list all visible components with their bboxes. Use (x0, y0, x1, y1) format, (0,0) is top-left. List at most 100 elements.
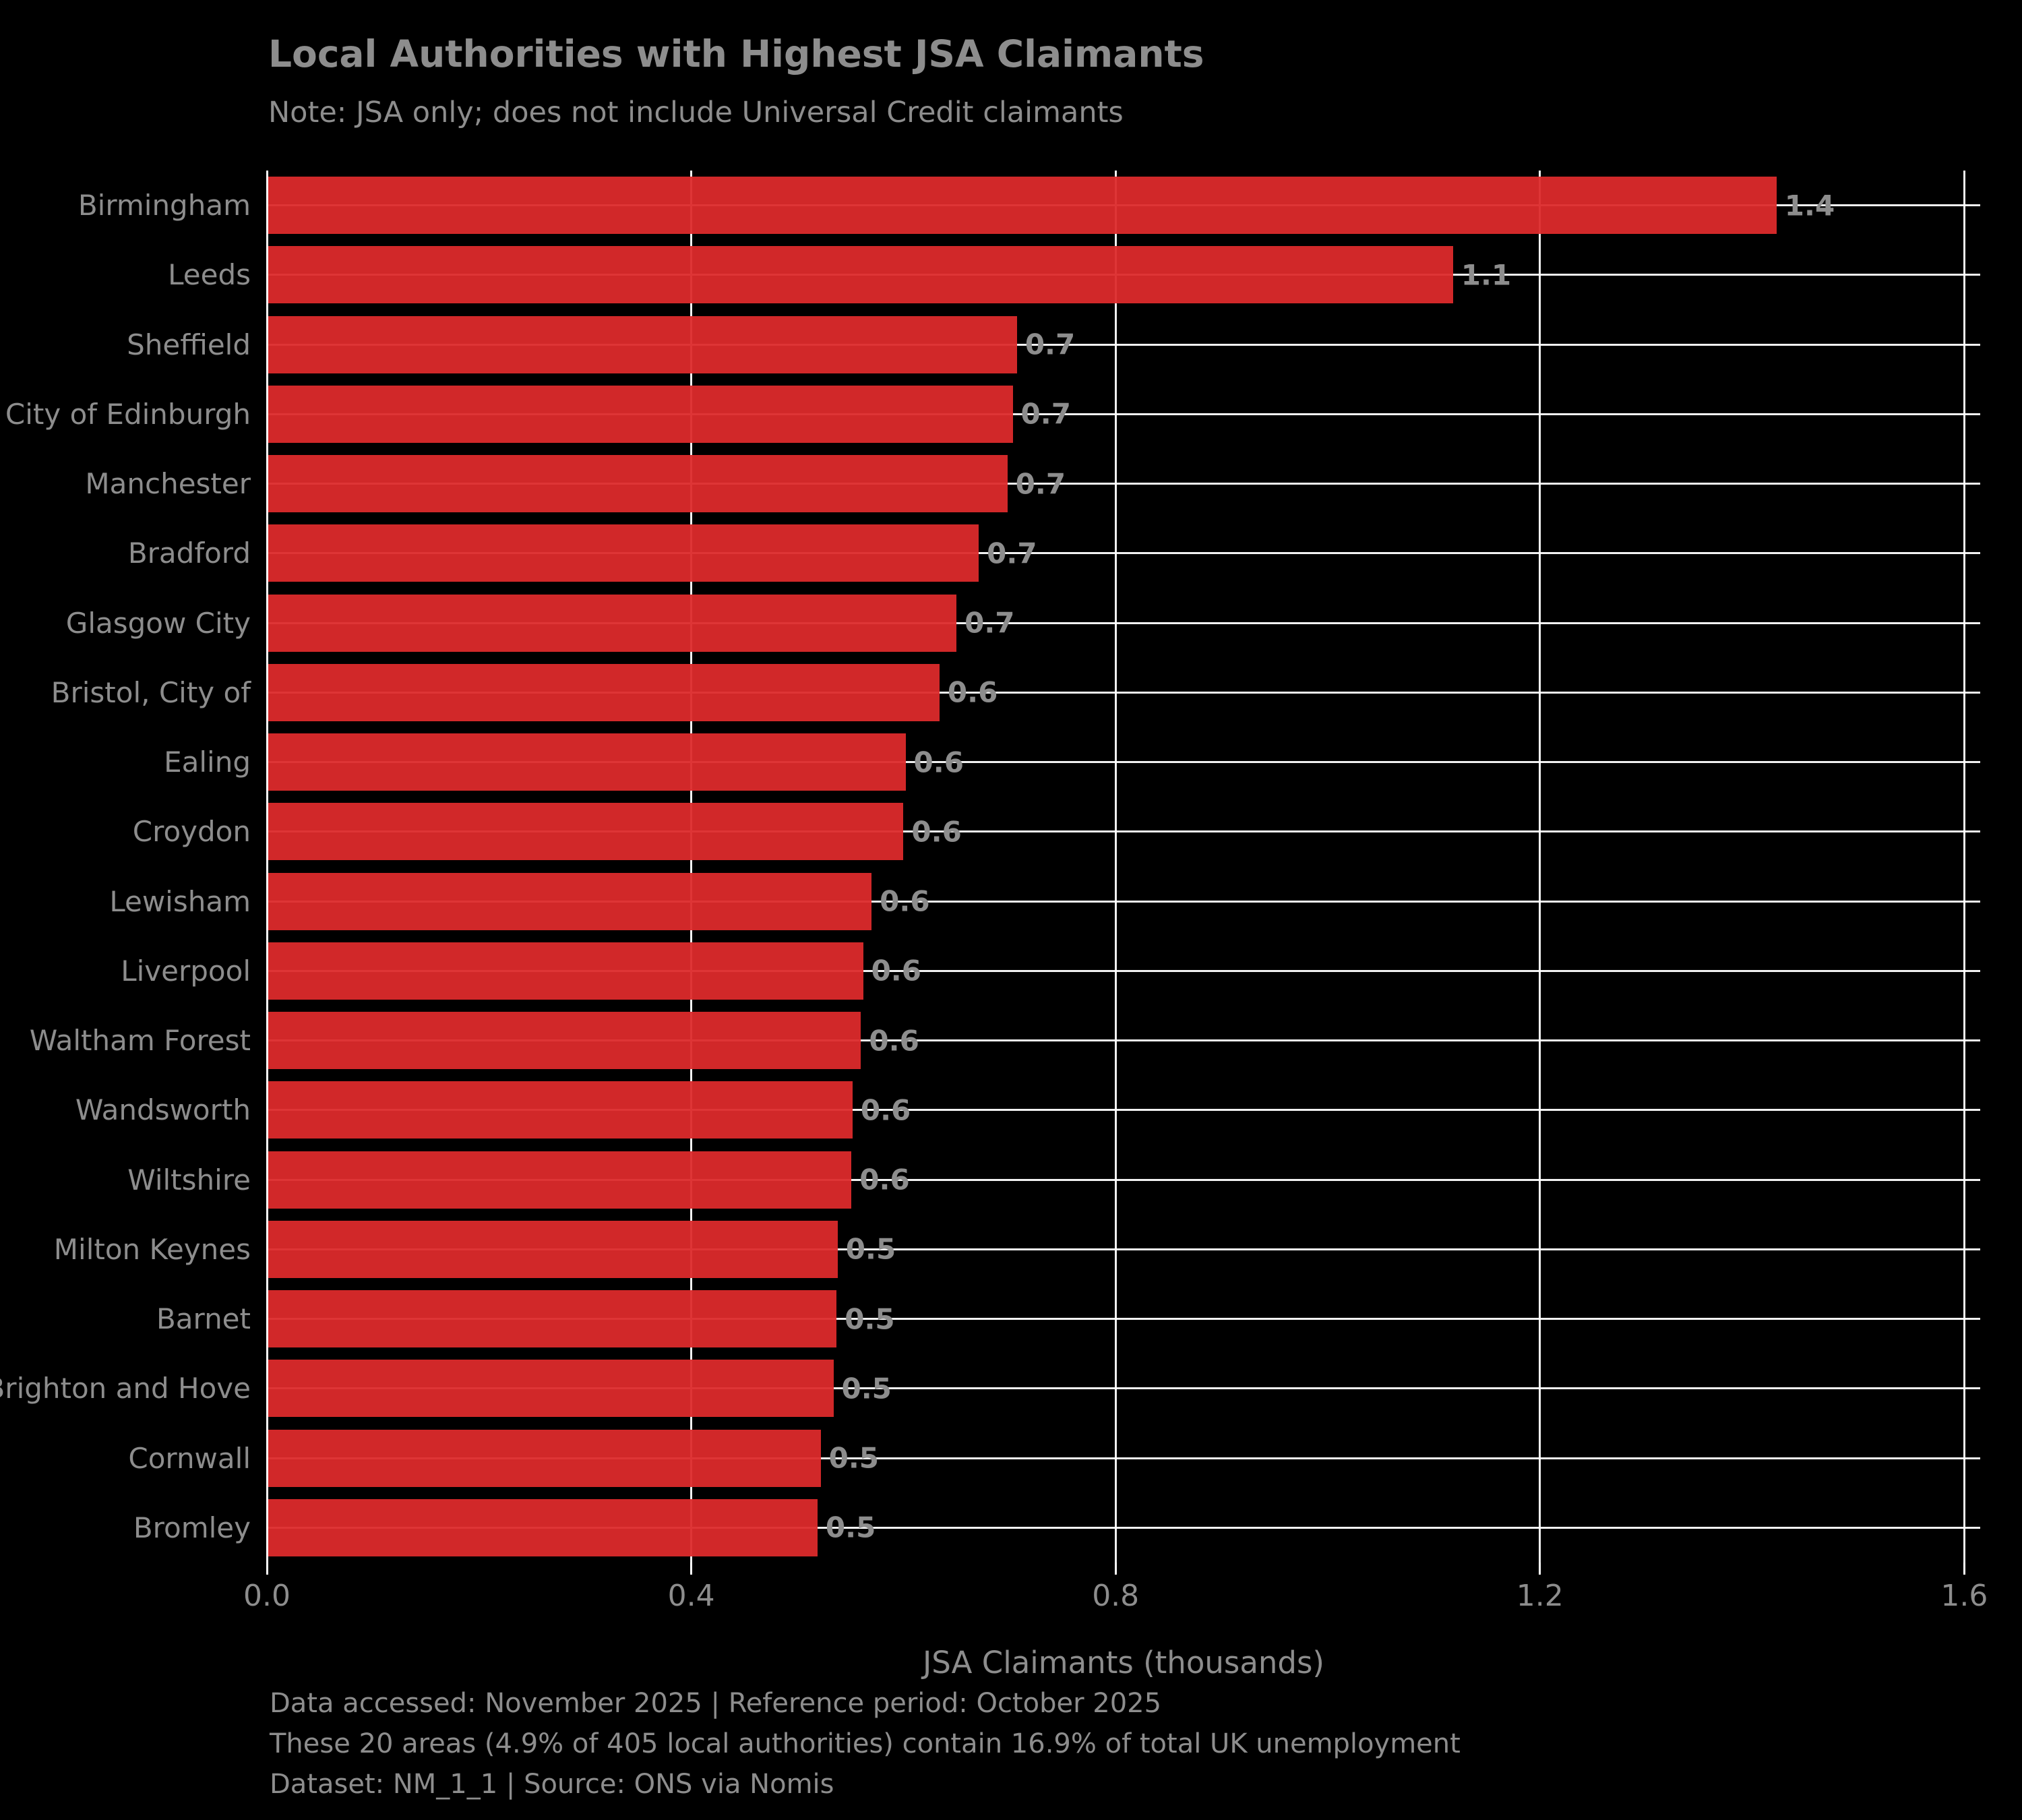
bar-row: 0.5 (267, 1493, 1980, 1563)
gridline-horizontal (267, 343, 1980, 346)
bar-row: 0.6 (267, 936, 1980, 1006)
gridline-horizontal (267, 621, 1980, 624)
y-axis-label: Cornwall (128, 1441, 251, 1475)
bar (267, 1012, 861, 1070)
bar-row: 0.6 (267, 658, 1980, 727)
bar-row: 0.5 (267, 1354, 1980, 1423)
y-axis-label: Bradford (127, 537, 251, 570)
x-tick-label: 1.6 (1940, 1579, 1988, 1613)
bar-value-label: 0.5 (845, 1302, 895, 1336)
x-tick-label: 0.4 (667, 1579, 715, 1613)
footer-data-accessed: Data accessed: November 2025 | Reference… (270, 1688, 1162, 1719)
x-axis-tick (690, 1563, 693, 1575)
bar (267, 663, 940, 721)
y-axis-label: Birmingham (78, 189, 251, 222)
y-axis-label: Milton Keynes (53, 1232, 251, 1266)
y-axis-label: Bromley (133, 1511, 251, 1544)
bar-value-label: 0.6 (880, 884, 930, 918)
bar-row: 0.7 (267, 518, 1980, 588)
gridline-horizontal (267, 1387, 1980, 1390)
bar (267, 385, 1013, 443)
bar-row: 1.1 (267, 240, 1980, 309)
bar-row: 0.7 (267, 449, 1980, 518)
bar-row: 0.7 (267, 588, 1980, 658)
gridline-horizontal (267, 1109, 1980, 1112)
bar-row: 0.6 (267, 727, 1980, 797)
y-axis-label: Sheffield (127, 328, 251, 361)
bar-row: 0.5 (267, 1424, 1980, 1493)
x-tick-label: 1.2 (1516, 1579, 1564, 1613)
bar-value-label: 0.6 (947, 675, 998, 709)
y-axis-label: City of Edinburgh (5, 397, 251, 431)
bar-row: 0.6 (267, 1145, 1980, 1215)
gridline-horizontal (267, 761, 1980, 764)
bar (267, 1429, 821, 1487)
y-axis-label: Wandsworth (75, 1093, 251, 1127)
gridline-horizontal (267, 969, 1980, 972)
gridline-horizontal (267, 1457, 1980, 1459)
gridline-horizontal (267, 691, 1980, 694)
x-axis-tick (266, 1563, 268, 1575)
plot-area: 1.4 1.1 0.7 0.7 0.7 0.7 0.7 0.6 0.6 0.6 0.6 0.6 0.6 0… (266, 171, 1980, 1575)
y-axis-label: Ealing (164, 746, 251, 779)
y-axis-label: Bristol, City of (51, 675, 251, 709)
bar-value-label: 0.7 (1020, 397, 1071, 431)
y-axis-label: Brighton and Hove (0, 1372, 251, 1405)
gridline-vertical (1963, 171, 1965, 1563)
bar (267, 733, 906, 791)
y-axis-label: Liverpool (121, 954, 251, 988)
bar-value-label: 0.6 (869, 1024, 919, 1058)
footer-source: Dataset: NM_1_1 | Source: ONS via Nomis (270, 1769, 834, 1800)
y-axis-label: Barnet (156, 1302, 251, 1336)
x-tick-label: 0.8 (1092, 1579, 1140, 1613)
gridline-horizontal (267, 830, 1980, 833)
bar-value-label: 0.7 (964, 606, 1015, 640)
y-axis-label: Wiltshire (127, 1163, 251, 1196)
y-axis-label: Glasgow City (65, 606, 251, 640)
bar-row: 0.7 (267, 310, 1980, 380)
bar-row: 0.5 (267, 1215, 1980, 1284)
bar-row: 0.6 (267, 1075, 1980, 1145)
bar-row: 0.5 (267, 1284, 1980, 1354)
gridline-vertical (1114, 171, 1117, 1563)
bar (267, 1498, 818, 1556)
bar-value-label: 0.7 (1024, 328, 1076, 361)
gridline-horizontal (267, 413, 1980, 415)
bar-value-label: 0.5 (841, 1372, 892, 1405)
bar-row: 0.6 (267, 867, 1980, 936)
bar (267, 315, 1017, 373)
bar-value-label: 0.6 (860, 1093, 911, 1127)
gridline-horizontal (267, 1039, 1980, 1042)
gridline-horizontal (267, 1318, 1980, 1321)
bar-row: 0.7 (267, 380, 1980, 449)
bar (267, 803, 904, 861)
gridline-horizontal (267, 1526, 1980, 1529)
bar-row: 0.6 (267, 797, 1980, 866)
bar-value-label: 0.6 (911, 815, 962, 849)
bar-row: 1.4 (267, 171, 1980, 240)
y-axis-spine (266, 171, 268, 1563)
gridline-horizontal (267, 483, 1980, 485)
bar-value-label: 1.4 (1784, 189, 1835, 222)
footer-coverage-note: These 20 areas (4.9% of 405 local author… (270, 1728, 1461, 1759)
bar-value-label: 0.5 (845, 1232, 896, 1266)
bar-value-label: 1.1 (1461, 258, 1512, 292)
bar (267, 1360, 834, 1418)
x-axis-title: JSA Claimants (thousands) (923, 1645, 1324, 1680)
bar-value-label: 0.7 (1015, 467, 1066, 501)
gridline-horizontal (267, 900, 1980, 903)
bar (267, 1290, 837, 1348)
x-axis-tick (1539, 1563, 1541, 1575)
bar-value-label: 0.6 (913, 746, 964, 779)
gridline-horizontal (267, 1178, 1980, 1181)
bar (267, 524, 979, 582)
bar-value-label: 0.6 (871, 954, 921, 988)
bar-value-label: 0.5 (828, 1441, 880, 1475)
y-axis-label: Lewisham (109, 884, 251, 918)
gridline-horizontal (267, 552, 1980, 555)
bar-value-label: 0.5 (825, 1511, 876, 1544)
gridline-horizontal (267, 1248, 1980, 1250)
gridline-vertical (1539, 171, 1541, 1563)
bar (267, 942, 863, 1000)
